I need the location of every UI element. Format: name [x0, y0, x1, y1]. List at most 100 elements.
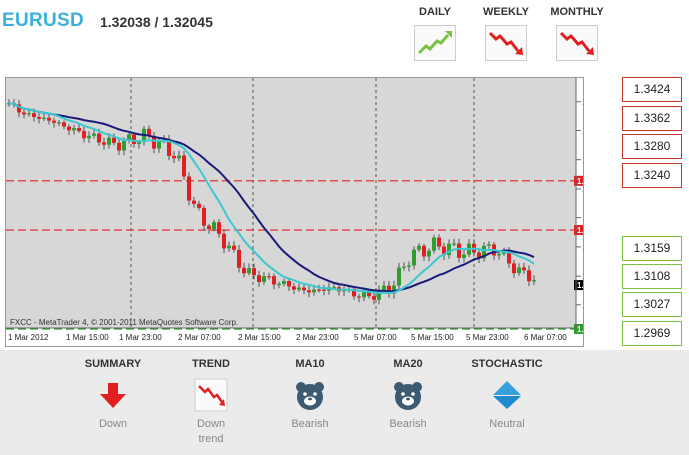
candle-body: [402, 266, 406, 268]
candle-body: [352, 288, 356, 297]
indicator-value: Bearish: [291, 418, 329, 430]
indicator-title: MA10: [295, 358, 325, 370]
bear-icon: [293, 378, 327, 412]
candle-body: [122, 140, 126, 151]
candle-body: [22, 112, 26, 115]
y-tick-label: 1.32025: [582, 272, 583, 281]
indicator-summary-item: SUMMARY Down: [73, 358, 153, 432]
trend-down-icon: [194, 378, 228, 412]
price-chart[interactable]: 1.328071.324031.319521.31592 FXCC - Meta…: [5, 77, 611, 347]
timeframe-weekly[interactable]: WEEKLY: [476, 6, 536, 61]
timeframe-monthly[interactable]: MONTHLY: [547, 6, 607, 61]
chart-canvas: 1.328071.324031.319521.31592 FXCC - Meta…: [6, 78, 611, 342]
candle-body: [257, 275, 261, 283]
candle-body: [297, 287, 301, 290]
candle-body: [217, 222, 221, 234]
candle-body: [47, 117, 51, 121]
y-tick-label: 1.32505: [582, 214, 583, 223]
candle-body: [487, 244, 491, 246]
indicator-summary: SUMMARY Down TREND Down trend MA10: [0, 350, 689, 455]
trend-up-icon: [414, 25, 456, 61]
candle-body: [157, 141, 161, 149]
candle-body: [457, 243, 461, 258]
candle-body: [497, 253, 501, 256]
candle-body: [382, 285, 386, 290]
candle-body: [37, 117, 41, 119]
candle-body: [357, 296, 361, 298]
indicator-ma10-item: MA10 Bearish: [270, 358, 350, 432]
ma20-line: [8, 102, 535, 293]
indicator-value: Neutral: [489, 418, 525, 430]
candle-body: [67, 126, 71, 131]
candle-body: [17, 104, 21, 113]
candle-body: [27, 113, 31, 115]
chart-watermark: FXCC - MetaTrader 4, © 2001-2011 MetaQuo…: [10, 318, 238, 327]
candle-body: [317, 289, 321, 291]
candle-body: [417, 245, 421, 250]
candle-body: [167, 139, 171, 156]
x-tick-label: 5 Mar 15:00: [411, 333, 454, 342]
candle-body: [482, 245, 486, 259]
y-tick-label: 1.32740: [582, 185, 583, 194]
candle-body: [97, 133, 101, 143]
x-tick-label: 1 Mar 23:00: [119, 333, 162, 342]
resistance-level: 1.3362: [622, 106, 682, 131]
candle-body: [332, 287, 336, 289]
candle-body: [252, 268, 256, 276]
candle-body: [132, 134, 136, 144]
neutral-diamond-icon: [490, 378, 524, 412]
candle-body: [57, 122, 61, 124]
candle-body: [192, 200, 196, 204]
candle-body: [187, 176, 191, 201]
price-tag-label: 1.31952: [577, 281, 583, 290]
candle-body: [272, 276, 276, 285]
x-tick-label: 2 Mar 15:00: [238, 333, 281, 342]
header: EURUSD 1.32038 / 1.32045 DAILY WEEKLY MO…: [0, 0, 689, 72]
candle-body: [397, 267, 401, 286]
candle-body: [287, 281, 291, 287]
y-tick-label: 1.33220: [582, 126, 583, 135]
candle-body: [512, 263, 516, 274]
candle-body: [177, 155, 181, 159]
candle-body: [377, 289, 381, 300]
down-arrow-icon: [96, 378, 130, 412]
indicator-value: Down trend: [196, 418, 226, 445]
candle-body: [302, 287, 306, 291]
candle-body: [77, 128, 81, 132]
candle-body: [307, 290, 311, 293]
timeframe-label: MONTHLY: [550, 6, 604, 18]
candle-body: [477, 252, 481, 259]
candle-body: [362, 292, 366, 298]
candle-body: [147, 128, 151, 136]
candle-body: [462, 254, 466, 258]
candle-body: [172, 155, 176, 159]
indicator-title: SUMMARY: [84, 358, 142, 370]
candle-body: [82, 131, 86, 139]
bid-ask-quote: 1.32038 / 1.32045: [100, 14, 213, 30]
x-tick-label: 2 Mar 23:00: [296, 333, 339, 342]
x-tick-label: 5 Mar 23:00: [466, 333, 509, 342]
candle-body: [247, 268, 251, 274]
candle-body: [137, 142, 141, 144]
candle-body: [447, 243, 451, 256]
candle-body: [432, 237, 436, 251]
candle-body: [92, 133, 96, 136]
indicator-stochastic-item: STOCHASTIC Neutral: [467, 358, 547, 432]
candle-body: [507, 250, 511, 264]
candle-body: [227, 245, 231, 249]
candle-body: [407, 265, 411, 267]
candle-body: [207, 225, 211, 230]
candle-body: [62, 122, 66, 127]
support-level: 1.2969: [622, 321, 682, 346]
candle-body: [222, 233, 226, 249]
candle-body: [267, 276, 271, 278]
y-tick-label: 1.32265: [582, 243, 583, 252]
price-tag-label: 1.31592: [577, 325, 583, 334]
candle-body: [372, 296, 376, 300]
candle-body: [452, 243, 456, 245]
candle-body: [87, 135, 91, 139]
candle-body: [532, 280, 536, 282]
timeframe-daily[interactable]: DAILY: [405, 6, 465, 61]
candle-body: [197, 203, 201, 208]
y-tick-label: 1.32980: [582, 156, 583, 165]
